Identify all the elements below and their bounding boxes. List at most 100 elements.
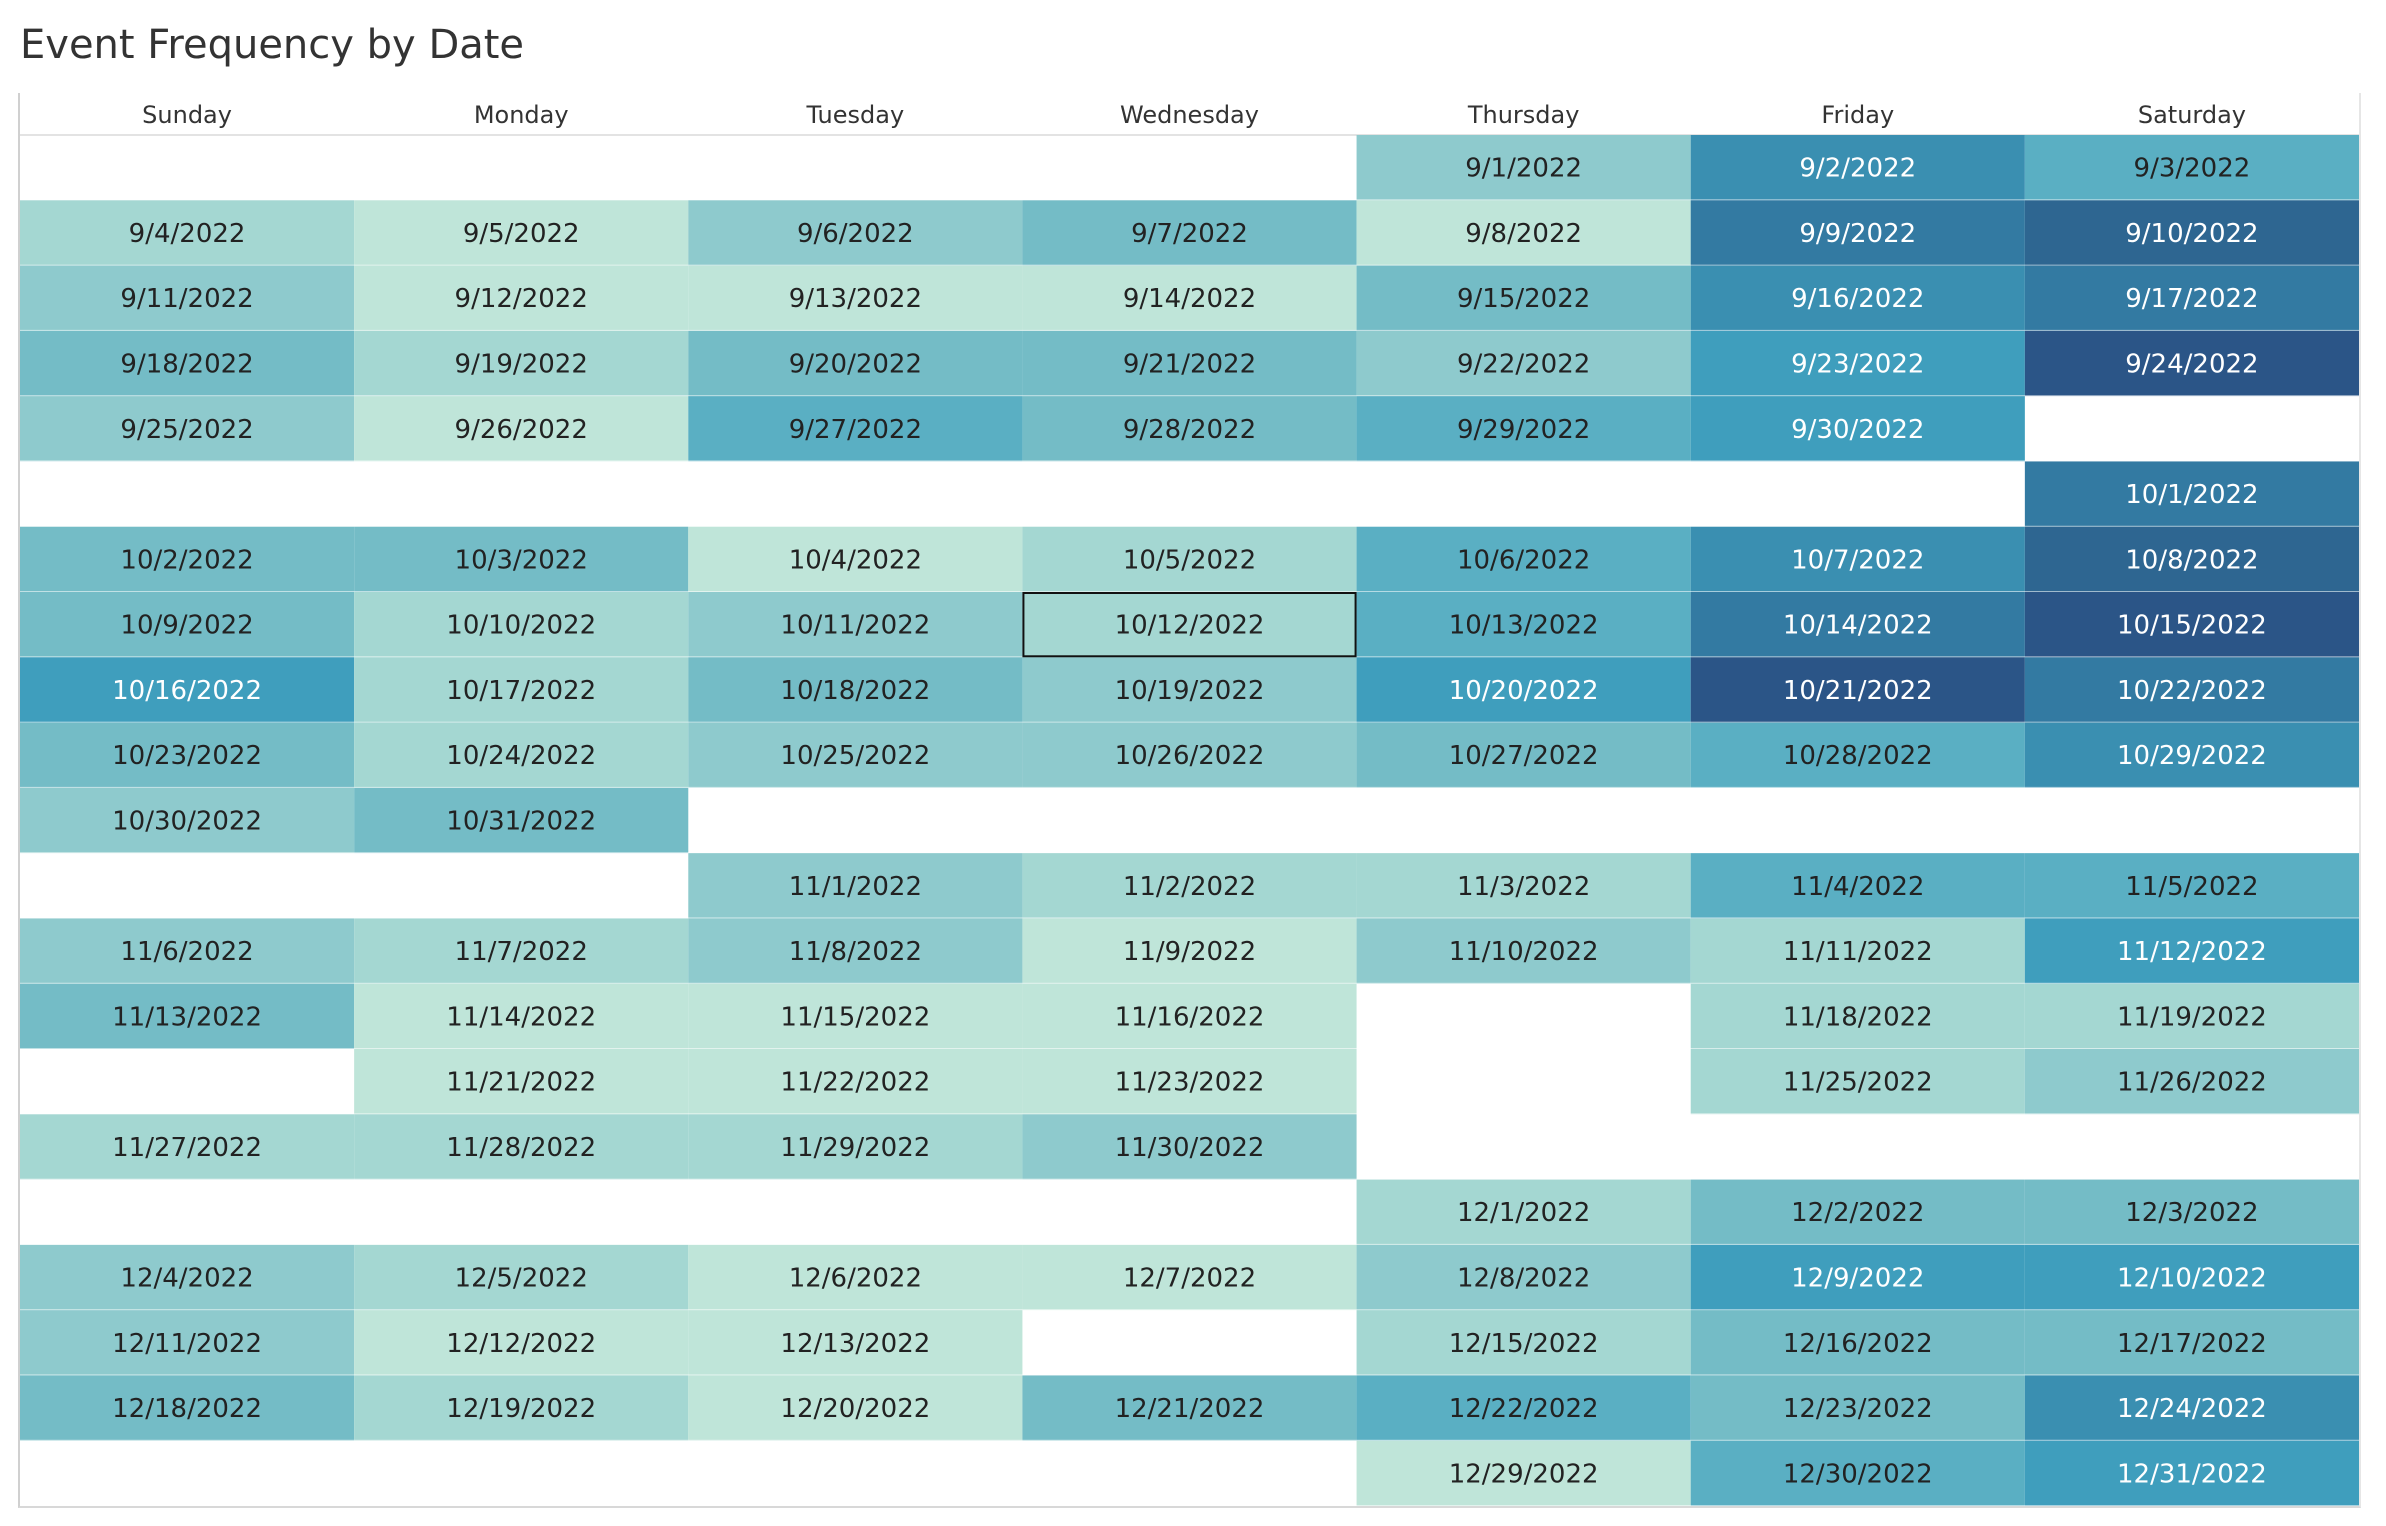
heatmap-cell[interactable]	[1356, 200, 1691, 266]
heatmap-cell[interactable]	[688, 722, 1023, 788]
heatmap-cell[interactable]	[2024, 135, 2359, 201]
heatmap-cell[interactable]	[1022, 200, 1357, 266]
heatmap-cell[interactable]	[1356, 1179, 1691, 1245]
heatmap-cell[interactable]	[20, 1244, 355, 1311]
heatmap-cell[interactable]	[20, 592, 355, 658]
heatmap-cell[interactable]	[354, 983, 689, 1049]
heatmap-cell[interactable]	[20, 200, 355, 266]
heatmap-cell[interactable]	[354, 330, 689, 397]
heatmap-cell[interactable]	[1690, 200, 2025, 266]
heatmap-cell[interactable]	[1356, 396, 1691, 462]
heatmap-cell[interactable]	[2024, 1179, 2359, 1245]
heatmap-cell[interactable]	[2024, 592, 2359, 658]
heatmap-cell[interactable]	[688, 200, 1023, 266]
heatmap-cell[interactable]	[354, 200, 689, 266]
heatmap-cell[interactable]	[2024, 1244, 2359, 1311]
heatmap-cell[interactable]	[688, 1244, 1023, 1311]
heatmap-cell[interactable]	[2024, 918, 2359, 984]
heatmap-cell[interactable]	[1690, 983, 2025, 1049]
heatmap-cell[interactable]	[1356, 853, 1691, 919]
heatmap-cell[interactable]	[1690, 135, 2025, 201]
heatmap-cell[interactable]	[688, 1375, 1023, 1441]
heatmap-cell[interactable]	[1022, 722, 1357, 788]
heatmap-cell[interactable]	[1022, 918, 1357, 984]
heatmap-cell[interactable]	[20, 1310, 355, 1376]
heatmap-cell[interactable]	[354, 1375, 689, 1441]
heatmap-cell[interactable]	[354, 657, 689, 723]
heatmap-cell[interactable]	[1356, 1310, 1691, 1376]
heatmap-cell[interactable]	[1022, 1244, 1357, 1311]
heatmap-cell[interactable]	[1356, 918, 1691, 984]
heatmap-cell[interactable]	[2024, 1310, 2359, 1376]
heatmap-cell[interactable]	[1022, 526, 1357, 592]
heatmap-cell[interactable]	[688, 526, 1023, 592]
heatmap-cell[interactable]	[1690, 722, 2025, 788]
heatmap-cell[interactable]	[1022, 657, 1357, 723]
heatmap-cell[interactable]	[2024, 983, 2359, 1049]
heatmap-cell[interactable]	[1356, 657, 1691, 723]
heatmap-cell[interactable]	[2024, 265, 2359, 331]
heatmap-cell[interactable]	[354, 1244, 689, 1311]
heatmap-cell[interactable]	[1690, 396, 2025, 462]
heatmap-cell[interactable]	[354, 396, 689, 462]
heatmap-cell[interactable]	[20, 722, 355, 788]
heatmap-cell[interactable]	[1690, 1244, 2025, 1311]
heatmap-cell[interactable]	[354, 265, 689, 331]
heatmap-cell[interactable]	[20, 657, 355, 723]
heatmap-cell[interactable]	[1356, 330, 1691, 397]
heatmap-cell[interactable]	[354, 787, 689, 854]
heatmap-cell[interactable]	[2024, 722, 2359, 788]
heatmap-cell[interactable]	[1022, 1375, 1357, 1441]
heatmap-cell[interactable]	[688, 983, 1023, 1049]
heatmap-cell[interactable]	[2024, 330, 2359, 397]
heatmap-cell[interactable]	[20, 526, 355, 592]
heatmap-cell[interactable]	[20, 1375, 355, 1441]
heatmap-cell[interactable]	[1356, 526, 1691, 592]
heatmap-cell[interactable]	[20, 396, 355, 462]
heatmap-cell[interactable]	[354, 1114, 689, 1180]
heatmap-cell[interactable]	[2024, 526, 2359, 592]
heatmap-cell[interactable]	[688, 1310, 1023, 1376]
heatmap-cell[interactable]	[1022, 853, 1357, 919]
heatmap-cell[interactable]	[354, 1049, 689, 1115]
heatmap-cell[interactable]	[1690, 1440, 2025, 1506]
heatmap-cell[interactable]	[1022, 330, 1357, 397]
heatmap-cell[interactable]	[688, 265, 1023, 331]
heatmap-cell[interactable]	[1022, 983, 1357, 1049]
heatmap-cell[interactable]	[1022, 1049, 1357, 1115]
heatmap-cell[interactable]	[1022, 396, 1357, 462]
heatmap-cell[interactable]	[1356, 592, 1691, 658]
heatmap-cell[interactable]	[20, 330, 355, 397]
heatmap-cell[interactable]	[688, 592, 1023, 658]
heatmap-cell[interactable]	[1690, 1179, 2025, 1245]
heatmap-cell[interactable]	[2024, 1049, 2359, 1115]
heatmap-cell[interactable]	[1690, 853, 2025, 919]
heatmap-cell[interactable]	[1022, 592, 1357, 658]
heatmap-cell[interactable]	[20, 1114, 355, 1180]
heatmap-cell[interactable]	[2024, 853, 2359, 919]
heatmap-cell[interactable]	[1690, 1049, 2025, 1115]
heatmap-cell[interactable]	[2024, 657, 2359, 723]
heatmap-cell[interactable]	[1690, 265, 2025, 331]
heatmap-cell[interactable]	[1690, 526, 2025, 592]
heatmap-cell[interactable]	[1690, 1375, 2025, 1441]
heatmap-cell[interactable]	[20, 787, 355, 854]
heatmap-cell[interactable]	[354, 526, 689, 592]
heatmap-cell[interactable]	[688, 657, 1023, 723]
heatmap-cell[interactable]	[20, 983, 355, 1049]
heatmap-cell[interactable]	[2024, 1440, 2359, 1506]
heatmap-cell[interactable]	[354, 722, 689, 788]
heatmap-cell[interactable]	[2024, 461, 2359, 527]
heatmap-cell[interactable]	[688, 1049, 1023, 1115]
heatmap-cell[interactable]	[354, 1310, 689, 1376]
heatmap-cell[interactable]	[1690, 918, 2025, 984]
heatmap-cell[interactable]	[1690, 330, 2025, 397]
heatmap-cell[interactable]	[688, 918, 1023, 984]
heatmap-cell[interactable]	[1690, 657, 2025, 723]
heatmap-cell[interactable]	[1022, 265, 1357, 331]
heatmap-cell[interactable]	[354, 592, 689, 658]
heatmap-cell[interactable]	[688, 396, 1023, 462]
heatmap-cell[interactable]	[1356, 135, 1691, 201]
heatmap-cell[interactable]	[688, 330, 1023, 397]
heatmap-cell[interactable]	[2024, 1375, 2359, 1441]
